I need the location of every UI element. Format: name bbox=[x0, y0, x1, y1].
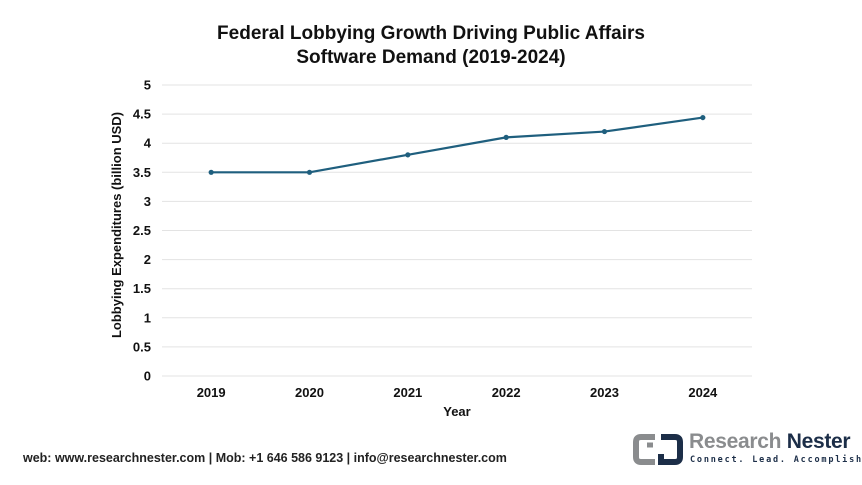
y-tick-label: 4 bbox=[144, 136, 152, 151]
x-tick-label: 2019 bbox=[197, 385, 226, 400]
y-tick-label: 0 bbox=[144, 369, 151, 384]
y-tick-label: 1.5 bbox=[133, 281, 151, 296]
logo-name-nester: Nester bbox=[786, 430, 851, 453]
x-tick-label: 2020 bbox=[295, 385, 324, 400]
x-tick-label: 2023 bbox=[590, 385, 619, 400]
chart-title-line-1: Federal Lobbying Growth Driving Public A… bbox=[217, 23, 645, 44]
footer-contact: web: www.researchnester.com | Mob: +1 64… bbox=[23, 451, 507, 465]
series-group bbox=[208, 114, 706, 175]
data-point-2024 bbox=[700, 114, 706, 121]
logo-mark-icon bbox=[633, 434, 683, 465]
y-tick-label: 0.5 bbox=[133, 339, 151, 354]
data-point-2020 bbox=[306, 169, 313, 175]
x-tick-label: 2024 bbox=[688, 385, 718, 400]
x-tick-label: 2021 bbox=[393, 385, 422, 400]
y-tick-label: 4.5 bbox=[133, 107, 151, 122]
research-nester-logo: Research Nester Connect. Lead. Accomplis… bbox=[633, 430, 861, 468]
chart-title-line-2: Software Demand (2019-2024) bbox=[296, 47, 566, 68]
series-line bbox=[211, 116, 703, 174]
x-axis-label: Year bbox=[443, 404, 470, 419]
logo-name: Research Nester bbox=[689, 430, 851, 454]
y-axis-label: Lobbying Expenditures (billion USD) bbox=[109, 112, 124, 338]
data-point-2022 bbox=[503, 134, 509, 140]
data-point-2019 bbox=[208, 169, 214, 175]
chart-title: Federal Lobbying Growth Driving Public A… bbox=[0, 22, 862, 70]
data-point-2021 bbox=[405, 152, 411, 158]
y-tick-label: 2.5 bbox=[133, 223, 151, 238]
y-tick-label: 5 bbox=[144, 78, 151, 93]
y-tick-label: 3 bbox=[144, 194, 151, 209]
y-tick-label: 3.5 bbox=[133, 165, 151, 180]
y-tick-label: 1 bbox=[144, 310, 151, 325]
logo-name-research: Research bbox=[689, 430, 782, 453]
gridlines bbox=[162, 84, 752, 377]
y-axis-ticks: 0 0.5 1 1.5 2 2.5 3 3.5 4 4.5 5 bbox=[133, 78, 152, 384]
x-axis-ticks: 2019 2020 2021 2022 2023 2024 bbox=[197, 385, 718, 400]
data-point-2023 bbox=[601, 128, 608, 135]
y-tick-label: 2 bbox=[144, 252, 151, 267]
x-tick-label: 2022 bbox=[492, 385, 521, 400]
logo-tagline: Connect. Lead. Accomplish bbox=[690, 455, 862, 465]
